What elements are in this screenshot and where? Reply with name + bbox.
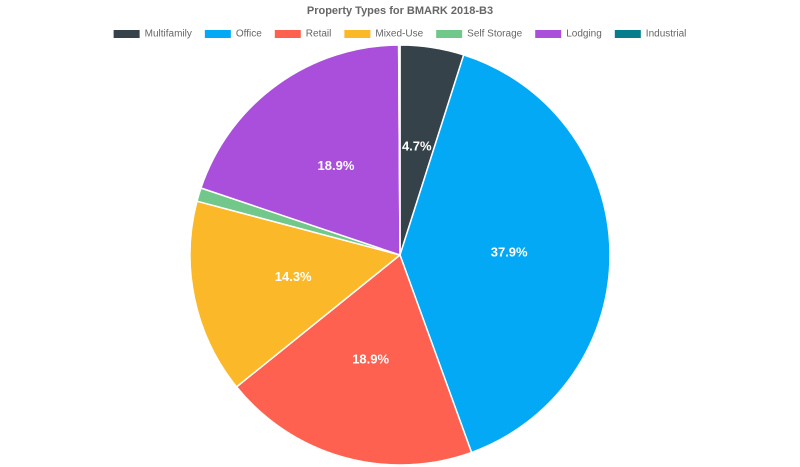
- legend-swatch: [204, 30, 231, 38]
- legend-label: Self Storage: [467, 29, 522, 40]
- legend-label: Retail: [306, 29, 332, 40]
- legend-item-retail[interactable]: Retail: [274, 29, 332, 40]
- legend-label: Lodging: [566, 29, 602, 40]
- legend-swatch: [274, 30, 301, 38]
- legend-swatch: [113, 30, 140, 38]
- legend-swatch: [436, 30, 463, 38]
- chart-title: Property Types for BMARK 2018-B3: [307, 5, 493, 17]
- legend-label: Multifamily: [145, 29, 192, 40]
- legend-label: Mixed-Use: [375, 29, 423, 40]
- legend-item-multifamily[interactable]: Multifamily: [113, 29, 192, 40]
- legend-swatch: [535, 30, 562, 38]
- slice-label-multifamily: 4.7%: [402, 139, 432, 154]
- pie-slices: [189, 44, 611, 466]
- legend-item-mixed-use[interactable]: Mixed-Use: [344, 29, 424, 40]
- legend: Multifamily Office Retail Mixed-Use Self Sto…: [113, 29, 687, 40]
- slice-retail[interactable]: [235, 254, 473, 466]
- slice-mixed-use[interactable]: [189, 200, 401, 388]
- slice-label-office: 37.9%: [491, 244, 528, 259]
- slice-label-mixed-use: 14.3%: [275, 269, 312, 284]
- legend-item-self-storage[interactable]: Self Storage: [436, 29, 523, 40]
- slice-office[interactable]: [399, 54, 611, 454]
- slice-label-lodging: 18.9%: [318, 158, 355, 173]
- legend-label: Industrial: [646, 29, 687, 40]
- legend-item-industrial[interactable]: Industrial: [614, 29, 687, 40]
- legend-swatch: [614, 30, 641, 38]
- legend-item-lodging[interactable]: Lodging: [535, 29, 602, 40]
- slice-label-retail: 18.9%: [352, 352, 389, 367]
- legend-item-office[interactable]: Office: [204, 29, 262, 40]
- slice-lodging[interactable]: [200, 44, 401, 256]
- slice-industrial[interactable]: [397, 44, 401, 256]
- slice-labels: 4.7% 37.9% 18.9% 14.3% 18.9%: [275, 139, 528, 367]
- legend-swatch: [344, 30, 371, 38]
- legend-label: Office: [236, 29, 262, 40]
